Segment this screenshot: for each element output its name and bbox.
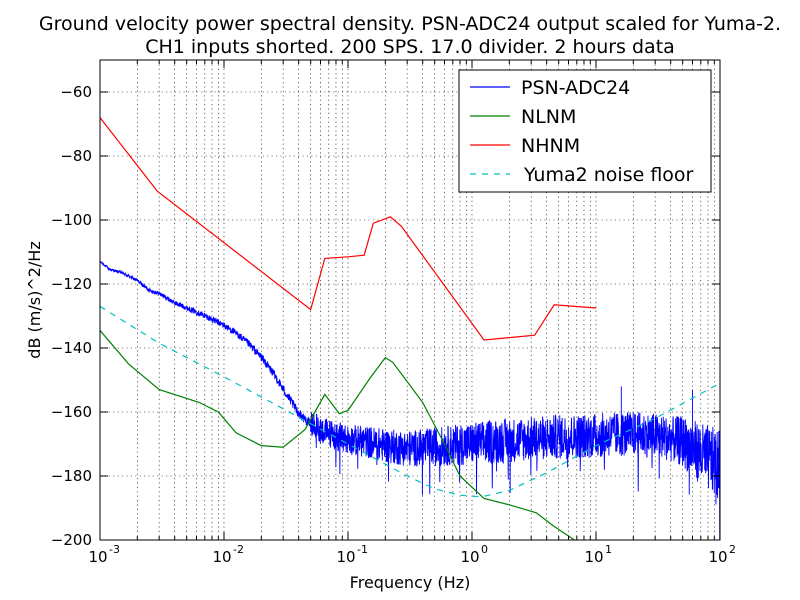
x-axis-label: Frequency (Hz) (350, 573, 471, 592)
x-tick-label: 10 (336, 548, 355, 566)
y-tick-label: −120 (51, 275, 92, 293)
x-tick-exponent: 1 (605, 543, 612, 556)
series-nhnm-line (100, 117, 597, 341)
x-tick-exponent: -3 (109, 543, 120, 556)
y-tick-label: −80 (60, 147, 92, 165)
x-tick-label: 10 (212, 548, 231, 566)
legend-label-nlnm: NLNM (521, 106, 576, 128)
legend-label-nhnm: NHNM (521, 135, 580, 157)
x-tick-exponent: -1 (357, 543, 368, 556)
x-tick-exponent: -2 (233, 543, 244, 556)
x-tick-label: 10 (584, 548, 603, 566)
y-tick-label: −200 (51, 531, 92, 549)
y-tick-label: −60 (60, 83, 92, 101)
legend: PSN-ADC24 NLNM NHNM Yuma2 noise floor (458, 69, 712, 193)
series-yuma2-noise-floor-line (100, 305, 720, 498)
x-tick-label: 10 (460, 548, 479, 566)
series-psn-adc24-line (100, 260, 720, 540)
x-tick-label: 10 (88, 548, 107, 566)
series-nlnm-line (100, 330, 576, 540)
legend-box (458, 69, 712, 193)
x-tick-exponent: 0 (481, 543, 488, 556)
series-group (100, 117, 720, 540)
y-tick-label: −100 (51, 211, 92, 229)
chart-title-line2: CH1 inputs shorted. 200 SPS. 17.0 divide… (145, 36, 675, 58)
chart-title-line1: Ground velocity power spectral density. … (39, 13, 781, 35)
legend-label-psn-adc24: PSN-ADC24 (521, 77, 630, 99)
plot-frame (99, 59, 721, 541)
y-tick-label: −160 (51, 403, 92, 421)
legend-label-yuma2-noise-floor: Yuma2 noise floor (523, 164, 694, 186)
y-tick-label: −180 (51, 467, 92, 485)
x-tick-label: 10 (708, 548, 727, 566)
x-tick-exponent: 2 (729, 543, 736, 556)
y-tick-label: −140 (51, 339, 92, 357)
y-axis-label: dB (m/s)^2/Hz (25, 241, 44, 358)
